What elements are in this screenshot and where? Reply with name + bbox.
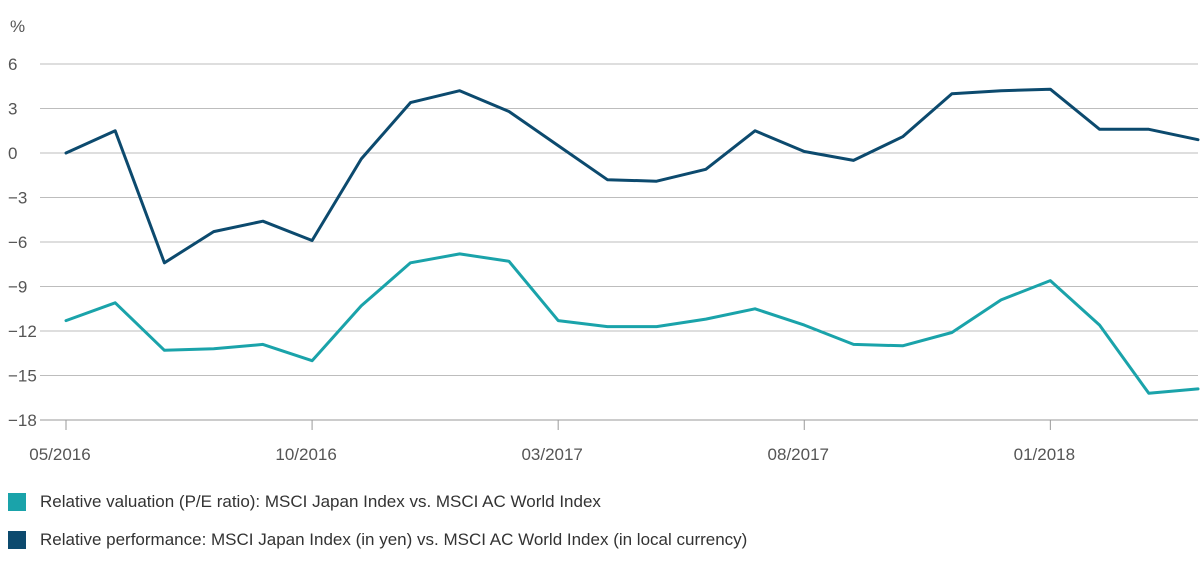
x-tick-label: 03/2017 (521, 445, 582, 464)
y-tick-label: −9 (8, 278, 27, 297)
x-tick-label: 01/2018 (1014, 445, 1075, 464)
legend-item-performance: Relative performance: MSCI Japan Index (… (8, 528, 747, 552)
x-tick-label: 10/2016 (275, 445, 336, 464)
grid-lines (40, 63, 1198, 421)
x-axis: 05/2016 10/2016 03/2017 08/2017 01/2018 (29, 420, 1075, 464)
legend-swatch-valuation (8, 493, 26, 511)
y-tick-label: −3 (8, 189, 27, 208)
y-tick-label: −12 (8, 322, 37, 341)
y-tick-label: −6 (8, 233, 27, 252)
y-tick-label: 0 (8, 144, 17, 163)
y-axis-unit-label: % (10, 17, 25, 36)
legend-label-valuation: Relative valuation (P/E ratio): MSCI Jap… (40, 492, 601, 511)
y-axis: 6 3 0 −3 −6 −9 −12 −15 −18 (8, 55, 37, 430)
legend-swatch-performance (8, 531, 26, 549)
y-tick-label: 3 (8, 100, 17, 119)
y-tick-label: 6 (8, 55, 17, 74)
series-line-performance (64, 87, 1200, 265)
x-tick-label: 08/2017 (768, 445, 829, 464)
series-lines (64, 87, 1200, 395)
series-line-valuation (64, 252, 1200, 395)
line-chart: 6 3 0 −3 −6 −9 −12 −15 −18 05/2016 10/2016 03/2017… (8, 17, 1200, 464)
y-tick-label: −18 (8, 411, 37, 430)
y-tick-label: −15 (8, 367, 37, 386)
x-tick-label: 05/2016 (29, 445, 90, 464)
legend-label-performance: Relative performance: MSCI Japan Index (… (40, 530, 748, 549)
legend: Relative valuation (P/E ratio): MSCI Jap… (8, 490, 747, 566)
legend-item-valuation: Relative valuation (P/E ratio): MSCI Jap… (8, 490, 747, 514)
